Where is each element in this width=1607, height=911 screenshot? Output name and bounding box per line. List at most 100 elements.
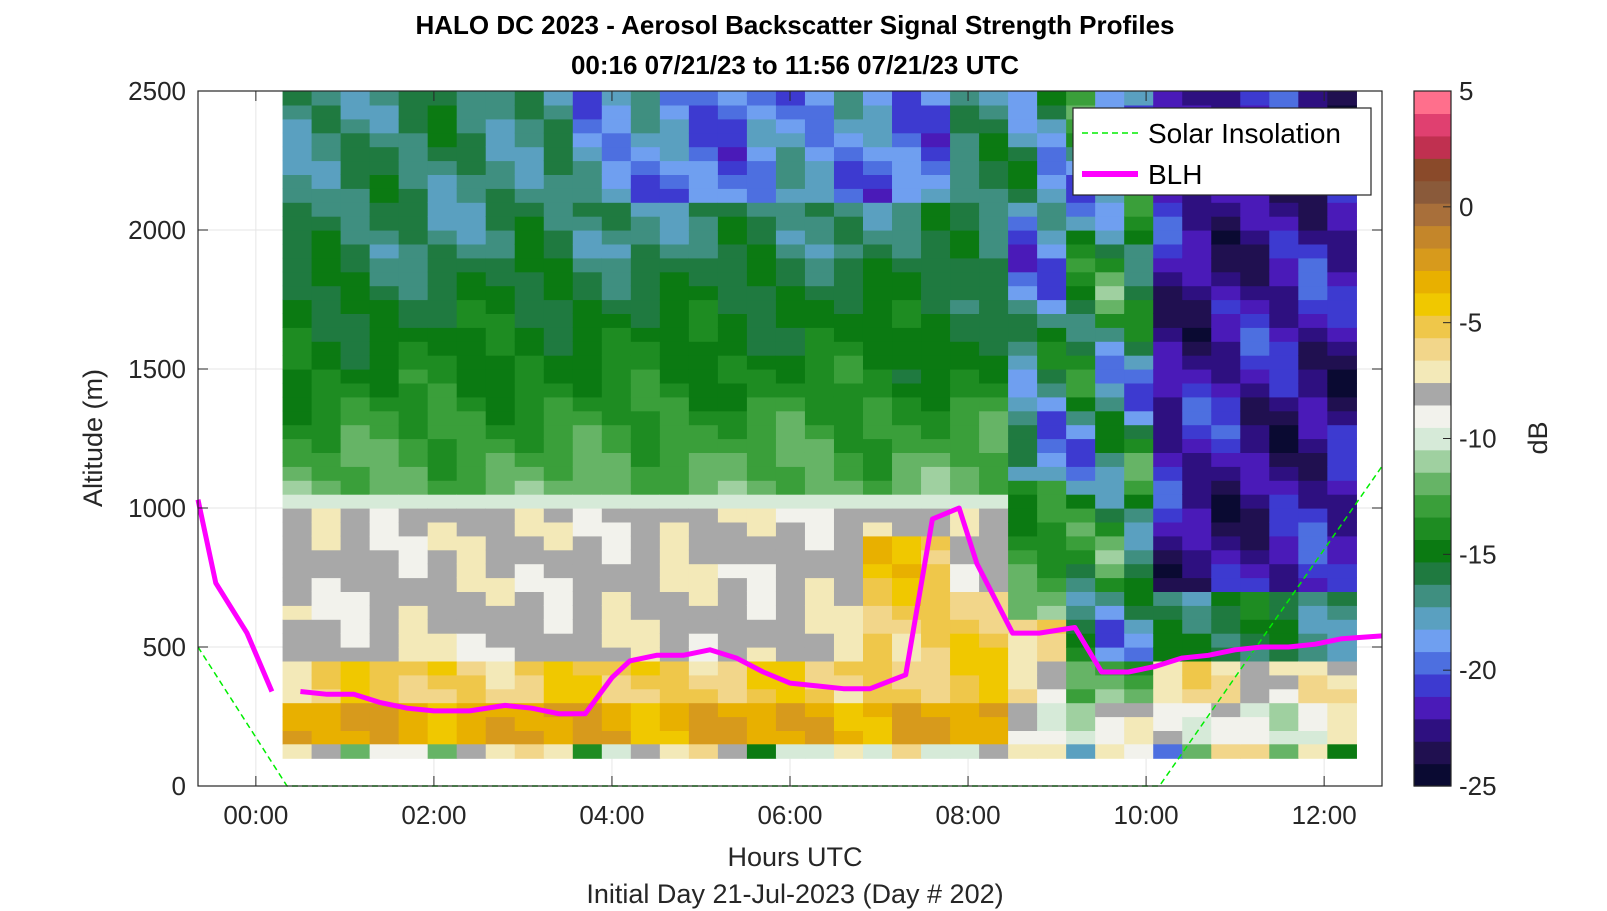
heatmap-cell <box>1182 285 1212 301</box>
heatmap-cell <box>979 494 1009 509</box>
heatmap-cell <box>1124 230 1154 245</box>
heatmap-cell <box>572 243 603 259</box>
heatmap-cell <box>659 396 690 412</box>
heatmap-cell <box>862 535 893 551</box>
heatmap-cell <box>862 577 893 592</box>
colorbar-segment <box>1414 113 1451 137</box>
heatmap-cell <box>746 647 777 662</box>
heatmap-cell <box>1153 243 1183 259</box>
heatmap-cell <box>833 716 864 731</box>
heatmap-cell <box>1037 313 1067 328</box>
heatmap-cell <box>398 508 429 523</box>
heatmap-cell <box>717 132 748 148</box>
heatmap-cell <box>659 563 690 579</box>
heatmap-cell <box>1095 230 1125 245</box>
heatmap-cell <box>543 271 574 287</box>
heatmap-cell <box>1008 174 1038 189</box>
colorbar-segment <box>1414 247 1451 271</box>
heatmap-cell <box>514 243 545 259</box>
heatmap-cell <box>1211 382 1241 398</box>
heatmap-cell <box>282 674 313 690</box>
heatmap-cell <box>833 230 864 245</box>
heatmap-cell <box>572 355 603 370</box>
heatmap-cell <box>979 202 1009 217</box>
heatmap-cell <box>572 146 603 162</box>
heatmap-cell <box>892 202 922 217</box>
heatmap-cell <box>369 132 400 148</box>
heatmap-cell <box>1008 591 1038 606</box>
heatmap-cell <box>833 91 864 106</box>
heatmap-cell <box>427 716 458 731</box>
heatmap-cell <box>1037 535 1067 551</box>
heatmap-cell <box>369 243 400 259</box>
heatmap-cell <box>1008 132 1038 148</box>
heatmap-cell <box>1240 257 1270 273</box>
heatmap-cell <box>369 466 400 481</box>
heatmap-cell <box>514 424 545 440</box>
heatmap-cell <box>746 188 777 203</box>
heatmap-cell <box>485 438 516 453</box>
heatmap-cell <box>630 688 661 704</box>
heatmap-cell <box>340 174 371 189</box>
heatmap-cell <box>514 716 545 731</box>
heatmap-cell <box>1240 674 1270 690</box>
heatmap-cell <box>485 619 516 634</box>
heatmap-cell <box>630 202 661 217</box>
heatmap-cell <box>543 257 574 273</box>
heatmap-cell <box>572 341 603 356</box>
heatmap-cell <box>572 591 603 606</box>
heatmap-cell <box>485 521 516 537</box>
heatmap-cell <box>543 118 574 134</box>
heatmap-cell <box>282 216 313 231</box>
heatmap-cell <box>311 132 342 148</box>
heatmap-cell <box>717 271 748 287</box>
heatmap-cell <box>456 104 487 120</box>
heatmap-cell <box>659 605 690 620</box>
heatmap-cell <box>1211 591 1241 606</box>
heatmap-cell <box>1269 202 1299 217</box>
heatmap-cell <box>950 299 980 314</box>
heatmap-cell <box>1095 647 1125 662</box>
heatmap-cell <box>572 647 603 662</box>
heatmap-cell <box>1211 243 1241 259</box>
heatmap-cell <box>979 702 1009 718</box>
heatmap-cell <box>833 271 864 287</box>
heatmap-cell <box>746 132 777 148</box>
heatmap-surface-cell <box>369 744 400 759</box>
heatmap-cell <box>979 396 1009 412</box>
heatmap-cell <box>427 243 458 259</box>
heatmap-cell <box>601 702 632 718</box>
heatmap-cell <box>1124 619 1154 634</box>
heatmap-cell <box>572 132 603 148</box>
heatmap-cell <box>1066 591 1096 606</box>
heatmap-cell <box>340 118 371 134</box>
heatmap-cell <box>1066 466 1096 481</box>
heatmap-cell <box>921 702 951 718</box>
heatmap-cell <box>572 118 603 134</box>
heatmap-cell <box>543 563 574 579</box>
heatmap-cell <box>398 438 429 453</box>
heatmap-cell <box>485 160 516 175</box>
heatmap-cell <box>1095 410 1125 426</box>
heatmap-cell <box>1037 132 1067 148</box>
heatmap-cell <box>892 146 922 162</box>
heatmap-cell <box>1269 466 1299 481</box>
heatmap-cell <box>804 355 835 370</box>
heatmap-cell <box>427 271 458 287</box>
heatmap-cell <box>572 202 603 217</box>
heatmap-cell <box>717 382 748 398</box>
heatmap-cell <box>543 91 574 106</box>
heatmap-cell <box>717 619 748 634</box>
heatmap-cell <box>717 285 748 301</box>
heatmap-cell <box>892 299 922 314</box>
heatmap-cell <box>804 299 835 314</box>
heatmap-cell <box>1327 577 1357 592</box>
heatmap-cell <box>1095 619 1125 634</box>
heatmap-cell <box>485 327 516 342</box>
heatmap-cell <box>1182 577 1212 592</box>
heatmap-cell <box>950 716 980 731</box>
heatmap-cell <box>833 382 864 398</box>
heatmap-cell <box>775 494 806 509</box>
heatmap-cell <box>804 494 835 509</box>
heatmap-cell <box>572 104 603 120</box>
